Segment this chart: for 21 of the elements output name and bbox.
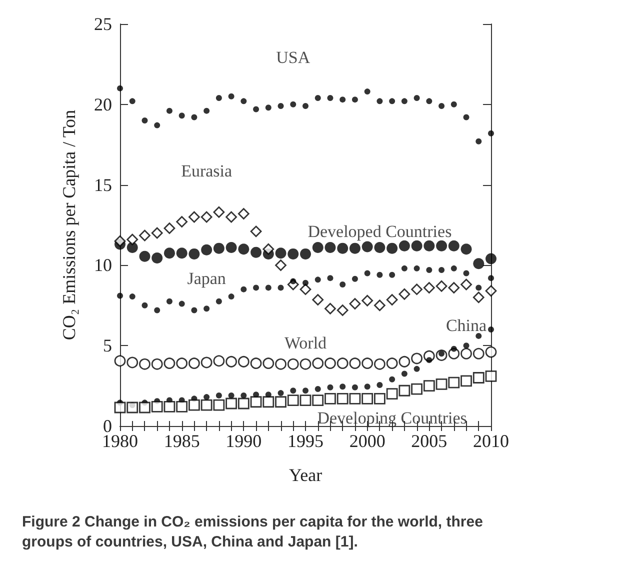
x-tick-label: 2010 [473, 431, 509, 451]
x-axis-title: Year [288, 465, 322, 485]
y-tick-label: 20 [94, 94, 112, 114]
series-label: Eurasia [181, 161, 233, 180]
x-tick-label: 1995 [288, 431, 324, 451]
y-tick-label: 5 [103, 336, 112, 356]
y-tick-label: 25 [94, 14, 112, 34]
series-label: Developed Countries [308, 222, 452, 242]
x-tick-label: 1990 [226, 431, 262, 451]
series-label: Developing Countries [317, 408, 467, 428]
y-axis-title: CO₂ Emissions per Capita / Ton [59, 110, 79, 340]
series-label: China [446, 316, 488, 336]
x-tick-label: 1985 [164, 431, 200, 451]
series-label: World [284, 334, 328, 353]
series-label: USA [276, 48, 311, 67]
series-label: Japan [187, 269, 226, 288]
y-tick-label: 15 [94, 174, 112, 195]
y-tick-label: 10 [94, 255, 112, 276]
x-tick-label: 2005 [411, 431, 448, 451]
x-tick-label: 2000 [349, 431, 386, 451]
caption: Figure 2 Change in CO₂ emissions per capita for the world, three groups of countries, USA, China and Japan [1]. [22, 514, 488, 550]
